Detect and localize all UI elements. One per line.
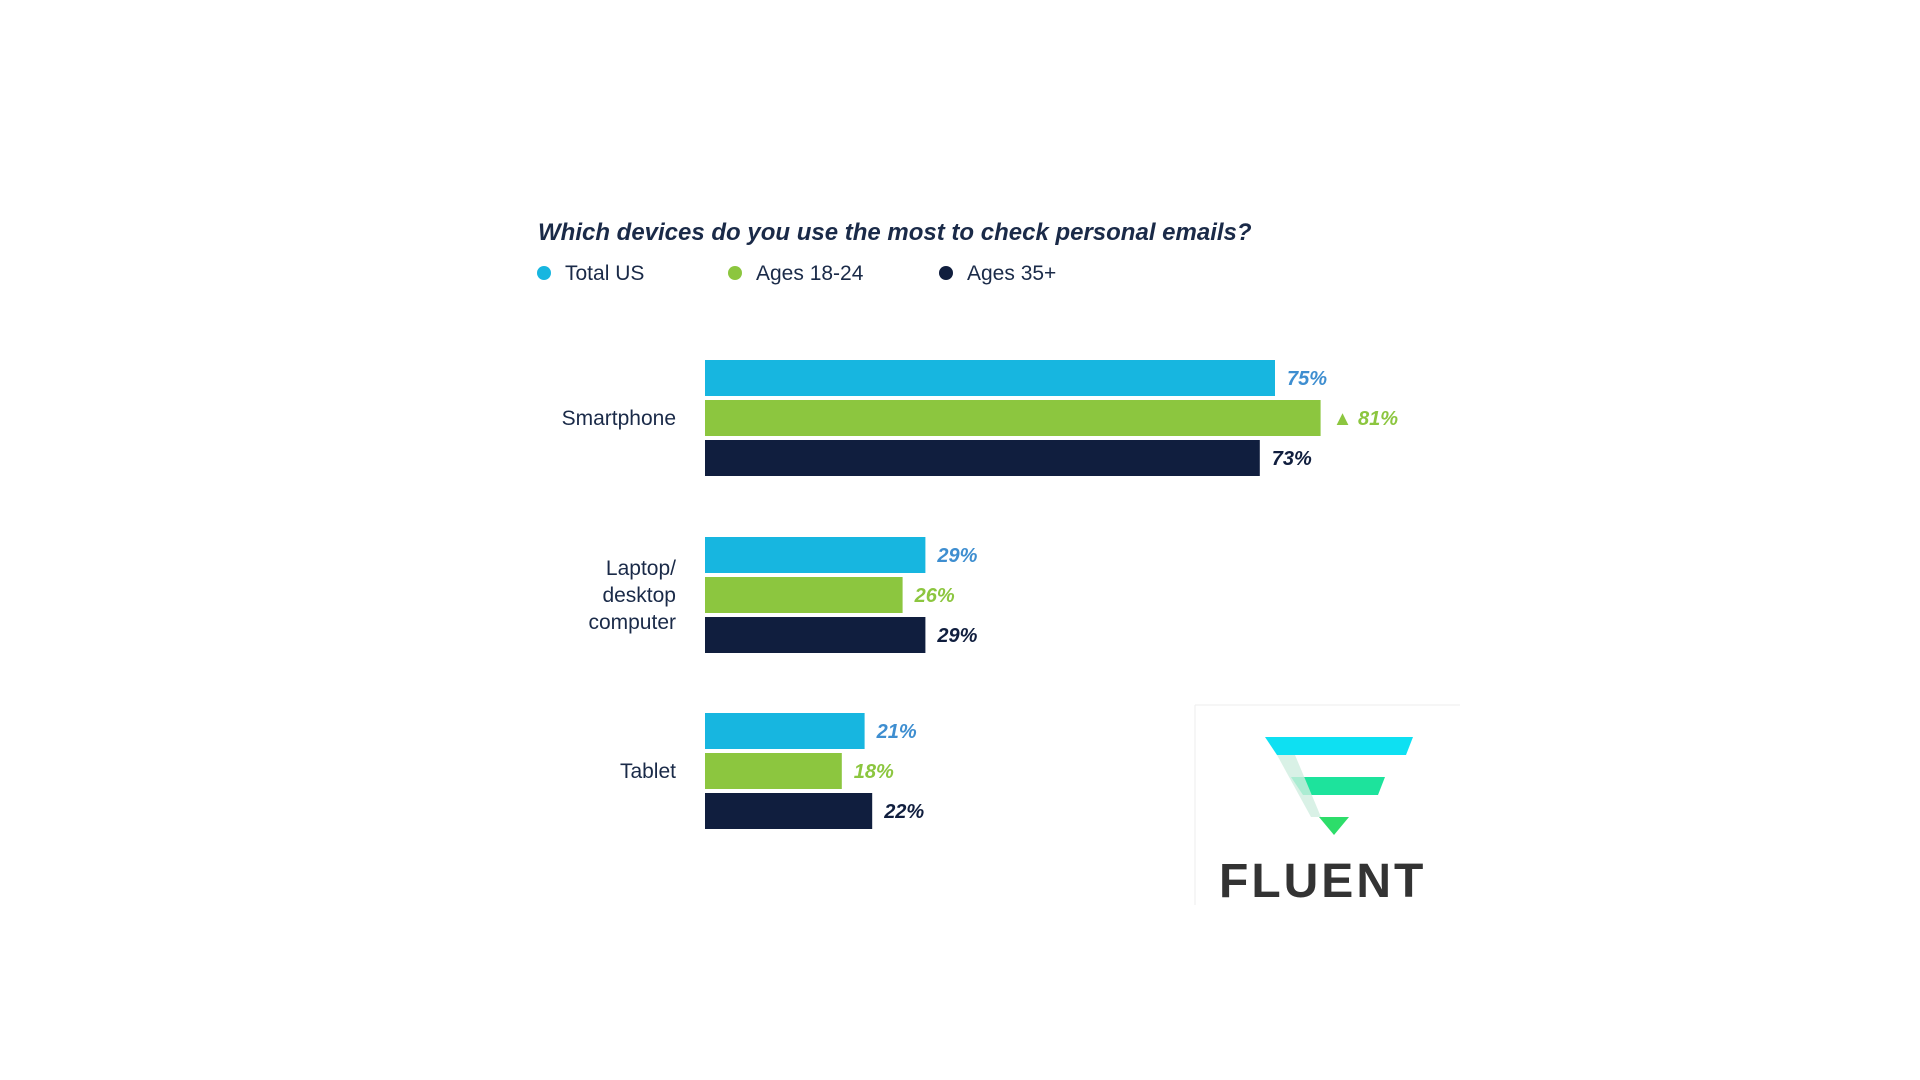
chart-title: Which devices do you use the most to che… — [538, 219, 1252, 246]
category-label-1: Laptop/desktop computer — [588, 557, 676, 634]
bar-0-2 — [705, 440, 1260, 476]
category-label-2: Tablet — [620, 760, 676, 783]
legend-dot-0 — [537, 266, 551, 280]
category-label-0: Smartphone — [562, 407, 676, 430]
legend: Total US Ages 18-24 Ages 35+ — [537, 262, 1056, 285]
value-label-2-1: 18% — [854, 761, 894, 783]
bar-2-1 — [705, 753, 842, 789]
bar-2-0 — [705, 713, 865, 749]
bar-0-1 — [705, 400, 1321, 436]
category-label-line: Laptop/ — [606, 557, 676, 580]
value-labels: 75% ▲ 81% 73% 29% 26% 29% 21% 18% 22% — [854, 368, 1398, 823]
legend-label-0: Total US — [565, 262, 644, 285]
value-label-0-2: 73% — [1272, 448, 1312, 470]
value-label-2-0: 21% — [876, 721, 917, 743]
logo-middle-stripe-icon — [1291, 777, 1385, 795]
bar-1-0 — [705, 537, 926, 573]
value-label-0-1: ▲ 81% — [1333, 408, 1399, 430]
category-label-line: Smartphone — [562, 407, 676, 430]
bar-2-2 — [705, 793, 873, 829]
bar-1-2 — [705, 617, 926, 653]
logo-text: FLUENT — [1219, 855, 1426, 908]
bar-1-1 — [705, 577, 903, 613]
value-label-1-2: 29% — [936, 625, 977, 647]
value-label-0-0: 75% — [1287, 368, 1327, 390]
bars — [705, 360, 1321, 829]
logo-top-stripe-icon — [1265, 737, 1413, 755]
category-label-line: Tablet — [620, 760, 676, 783]
fluent-logo: FLUENT — [1194, 704, 1460, 908]
value-label-2-2: 22% — [883, 801, 924, 823]
legend-dot-2 — [939, 266, 953, 280]
value-label-1-0: 29% — [936, 545, 977, 567]
logo-bottom-stripe-icon — [1319, 817, 1349, 835]
bar-0-0 — [705, 360, 1275, 396]
legend-label-1: Ages 18-24 — [756, 262, 864, 285]
category-labels: Smartphone Laptop/desktop computer Tablet — [562, 407, 677, 783]
logo-shadow-icon — [1277, 755, 1321, 817]
category-label-line: computer — [588, 611, 676, 634]
value-label-1-1: 26% — [914, 585, 955, 607]
legend-dot-1 — [728, 266, 742, 280]
legend-label-2: Ages 35+ — [967, 262, 1056, 285]
category-label-line: desktop — [602, 584, 676, 607]
